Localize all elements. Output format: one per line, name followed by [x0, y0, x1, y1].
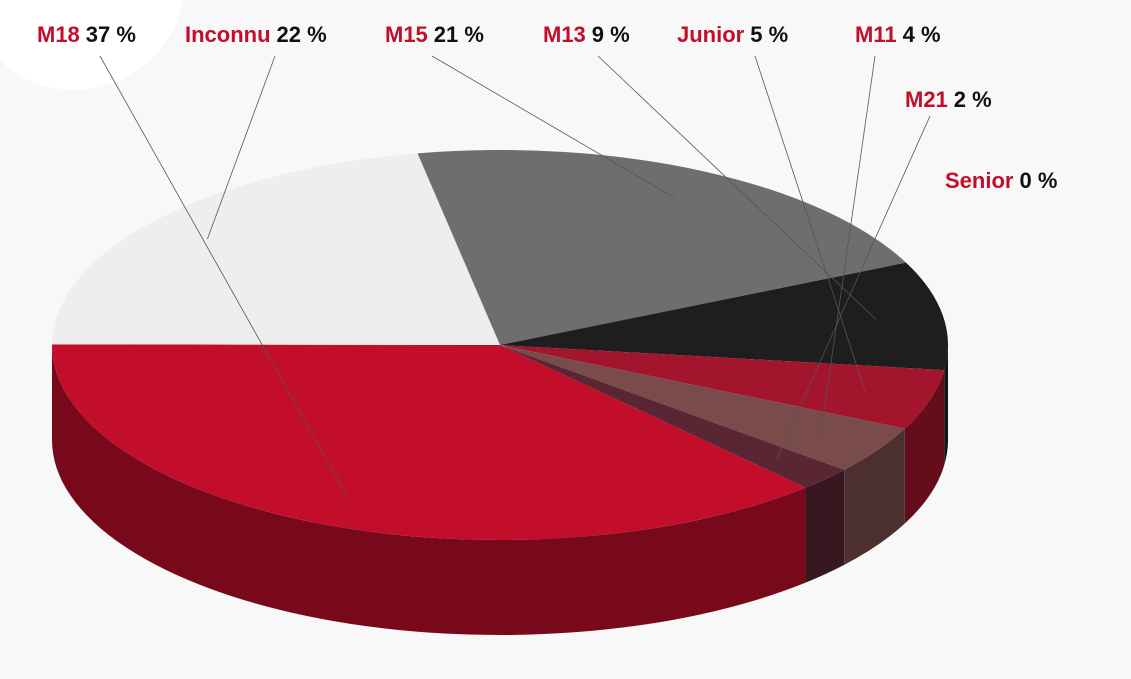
slice: [52, 344, 806, 541]
slice-side: [52, 345, 806, 635]
leader-line: [776, 115, 931, 460]
category-name: Senior: [945, 168, 1014, 193]
category-name: M13: [543, 22, 586, 47]
data-label: M18 37 %: [37, 22, 136, 47]
slice-side: [904, 370, 945, 524]
slice: [500, 345, 945, 429]
value-label: 9 %: [592, 22, 630, 47]
data-label: Inconnu 22 %: [185, 22, 327, 47]
value-label: 37 %: [86, 22, 136, 47]
slice: [417, 149, 907, 345]
category-name: M15: [385, 22, 428, 47]
category-name: M11: [855, 22, 897, 47]
leader-line: [207, 55, 276, 240]
labels: M18 37 % Inconnu 22 % M15 21 % M13 9 % Junior 5 %…: [37, 22, 1057, 498]
value-label: 22 %: [277, 22, 327, 47]
data-label: Junior 5 %: [677, 22, 788, 47]
category-name: Junior: [677, 22, 745, 47]
slice: [500, 345, 845, 488]
category-name: Inconnu: [185, 22, 271, 47]
leader-line: [820, 55, 876, 435]
pie-sides: [52, 345, 948, 635]
category-name: M21: [905, 87, 948, 112]
slice: [500, 262, 949, 371]
data-label: M15 21 %: [385, 22, 484, 47]
slice: [500, 345, 905, 470]
value-label: 21 %: [434, 22, 484, 47]
pie-tops: [52, 149, 949, 541]
data-label: M21 2 %: [905, 87, 992, 112]
leader-line: [597, 55, 877, 320]
slice-side: [805, 469, 845, 583]
slice: [52, 153, 501, 345]
slice-side: [844, 428, 905, 565]
leader-line: [99, 55, 348, 498]
data-label: M11 4 %: [855, 22, 941, 47]
value-label: 4 %: [903, 22, 941, 47]
value-label: 0 %: [1019, 168, 1057, 193]
category-name: M18: [37, 22, 80, 47]
leader-line: [754, 55, 866, 392]
value-label: 5 %: [750, 22, 788, 47]
value-label: 2 %: [954, 87, 992, 112]
data-label: M13 9 %: [543, 22, 630, 47]
leader-line: [431, 55, 675, 198]
slice-side: [944, 345, 948, 466]
data-label: Senior 0 %: [945, 168, 1057, 193]
decor-circle: [0, 0, 184, 90]
